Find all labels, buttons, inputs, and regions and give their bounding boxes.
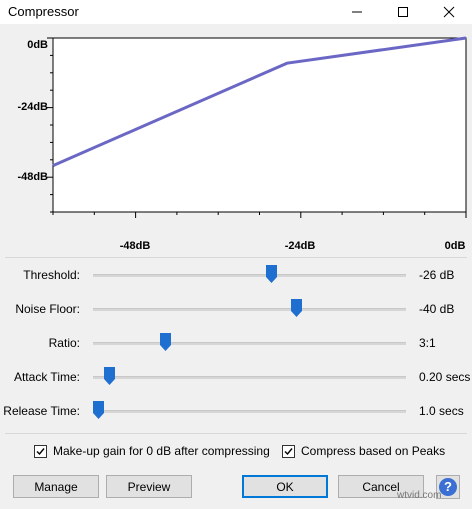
attack-time-value: 0.20 secs: [419, 370, 471, 384]
ratio-row: Ratio: 3:1: [0, 333, 472, 353]
checkmark-icon: [284, 447, 293, 455]
checkmark-icon: [36, 447, 45, 455]
y-tick-label: -48dB: [17, 171, 48, 183]
slider-thumb[interactable]: [291, 299, 303, 317]
makeup-gain-checkbox[interactable]: Make-up gain for 0 dB after compressing: [34, 444, 270, 458]
noise-floor-slider[interactable]: [93, 299, 406, 317]
divider: [5, 433, 467, 434]
tick-marks: [47, 37, 467, 218]
checkbox-box[interactable]: [282, 444, 295, 458]
x-tick-label: 0dB: [444, 240, 466, 252]
watermark: wtvid.com: [397, 490, 442, 501]
minimize-button[interactable]: [334, 0, 380, 24]
help-button[interactable]: ?: [436, 475, 460, 499]
release-time-value: 1.0 secs: [419, 404, 464, 418]
title-bar: Compressor: [0, 0, 472, 24]
y-tick-label: 0dB: [27, 39, 48, 51]
manage-button[interactable]: Manage: [13, 475, 99, 498]
ratio-slider[interactable]: [93, 333, 406, 351]
threshold-label: Threshold:: [23, 268, 80, 282]
threshold-value: -26 dB: [419, 268, 455, 282]
slider-thumb-icon: [93, 401, 104, 419]
compression-curve-graph: 0dB -24dB -48dB -48dB -24dB 0dB: [0, 24, 472, 252]
release-time-slider[interactable]: [93, 401, 406, 419]
window-title: Compressor: [8, 4, 79, 19]
makeup-gain-label: Make-up gain for 0 dB after compressing: [53, 444, 270, 458]
compress-peaks-checkbox[interactable]: Compress based on Peaks: [282, 444, 445, 458]
noise-floor-row: Noise Floor: -40 dB: [0, 299, 472, 319]
plot-area: [52, 37, 467, 213]
attack-time-slider[interactable]: [93, 367, 406, 385]
attack-time-row: Attack Time: 0.20 secs: [0, 367, 472, 387]
slider-thumb-icon: [103, 367, 115, 385]
slider-thumb[interactable]: [159, 333, 171, 351]
noise-floor-label: Noise Floor:: [15, 302, 80, 316]
x-tick-label: -24dB: [284, 240, 316, 252]
noise-floor-value: -40 dB: [419, 302, 455, 316]
ratio-label: Ratio:: [48, 336, 80, 350]
slider-thumb[interactable]: [93, 401, 104, 419]
threshold-row: Threshold: -26 dB: [0, 265, 472, 285]
ratio-value: 3:1: [419, 336, 436, 350]
compression-curve: [52, 36, 467, 167]
release-time-row: Release Time: 1.0 secs: [0, 401, 472, 421]
minimize-icon: [352, 11, 362, 13]
slider-thumb-icon: [265, 265, 277, 283]
slider-thumb[interactable]: [265, 265, 277, 283]
slider-thumb-icon: [159, 333, 171, 351]
threshold-slider[interactable]: [93, 265, 406, 283]
y-tick-label: -24dB: [17, 101, 48, 113]
compress-peaks-label: Compress based on Peaks: [301, 444, 446, 458]
ok-button[interactable]: OK: [242, 475, 328, 498]
release-time-label: Release Time:: [3, 404, 80, 418]
close-button[interactable]: [426, 0, 472, 24]
divider: [5, 257, 467, 258]
slider-thumb-icon: [291, 299, 303, 317]
help-icon: ?: [439, 478, 457, 496]
checkbox-box[interactable]: [34, 444, 47, 458]
maximize-button[interactable]: [380, 0, 426, 24]
preview-button[interactable]: Preview: [106, 475, 192, 498]
maximize-icon: [398, 7, 408, 17]
close-icon: [443, 6, 455, 18]
graph-plot: [47, 36, 467, 218]
attack-time-label: Attack Time:: [13, 370, 80, 384]
cancel-button[interactable]: Cancel: [338, 475, 424, 498]
slider-thumb[interactable]: [103, 367, 115, 385]
x-tick-label: -48dB: [119, 240, 151, 252]
